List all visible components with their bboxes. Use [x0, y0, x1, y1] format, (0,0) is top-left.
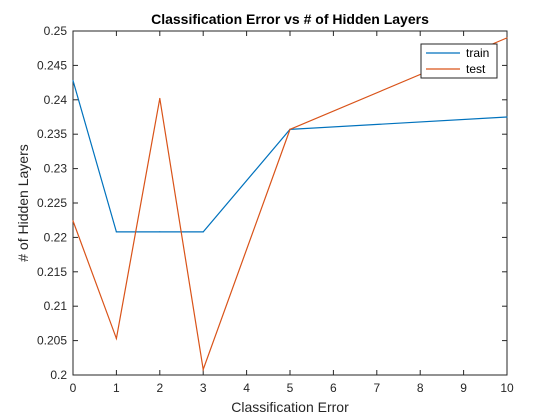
y-axis-ticks: 0.2 0.205 0.21 0.215 0.22 0.225 0.23 0.235 0.24 0…: [37, 24, 507, 382]
y-tick-label-6: 0.23: [44, 162, 68, 176]
series-line-test: [72, 37, 508, 372]
chart-legend: train test: [420, 43, 498, 79]
data-point-test-3: [202, 368, 204, 371]
x-tick-label-8: 8: [417, 381, 424, 395]
x-tick-label-10: 10: [500, 381, 514, 395]
x-tick-label-4: 4: [243, 381, 250, 395]
legend-label-test: test: [466, 62, 486, 76]
chart-title: Classification Error vs # of Hidden Laye…: [151, 11, 429, 27]
data-point-train-1: [115, 231, 117, 233]
x-tick-label-3: 3: [200, 381, 207, 395]
x-tick-label-9: 9: [460, 381, 467, 395]
data-point-test-1: [115, 337, 117, 340]
y-tick-label-5: 0.225: [37, 196, 67, 210]
data-point-test-2: [159, 97, 161, 100]
data-point-train-3: [202, 231, 204, 233]
x-tick-label-1: 1: [113, 381, 120, 395]
data-point-test-4: [289, 128, 291, 130]
y-tick-label-2: 0.21: [44, 299, 68, 313]
y-tick-label-1: 0.205: [37, 334, 67, 348]
y-tick-label-8: 0.24: [44, 93, 68, 107]
x-axis-ticks: 0 1 2 3 4 5 6 7 8 9 10: [70, 31, 514, 395]
y-tick-label-9: 0.245: [37, 58, 67, 72]
x-tick-label-7: 7: [373, 381, 380, 395]
plot-area: [72, 30, 508, 376]
data-point-test-5: [506, 37, 508, 39]
x-axis-label: Classification Error: [231, 399, 349, 415]
x-tick-label-2: 2: [156, 381, 163, 395]
data-point-train-0: [72, 79, 74, 82]
x-tick-label-6: 6: [330, 381, 337, 395]
data-point-test-0: [72, 220, 74, 222]
legend-label-train: train: [466, 46, 489, 60]
series-group: [72, 37, 508, 372]
y-tick-label-3: 0.215: [37, 265, 67, 279]
x-tick-label-0: 0: [70, 381, 77, 395]
y-tick-label-4: 0.22: [44, 230, 68, 244]
legend-box: [420, 43, 498, 79]
y-tick-label-10: 0.25: [44, 24, 68, 38]
data-point-train-5: [506, 116, 508, 118]
y-tick-label-7: 0.235: [37, 127, 67, 141]
data-point-train-2: [159, 231, 161, 233]
y-axis-label: # of Hidden Layers: [15, 144, 31, 262]
y-tick-label-0: 0.2: [50, 368, 67, 382]
plot-frame: [72, 30, 508, 376]
x-tick-label-5: 5: [287, 381, 294, 395]
